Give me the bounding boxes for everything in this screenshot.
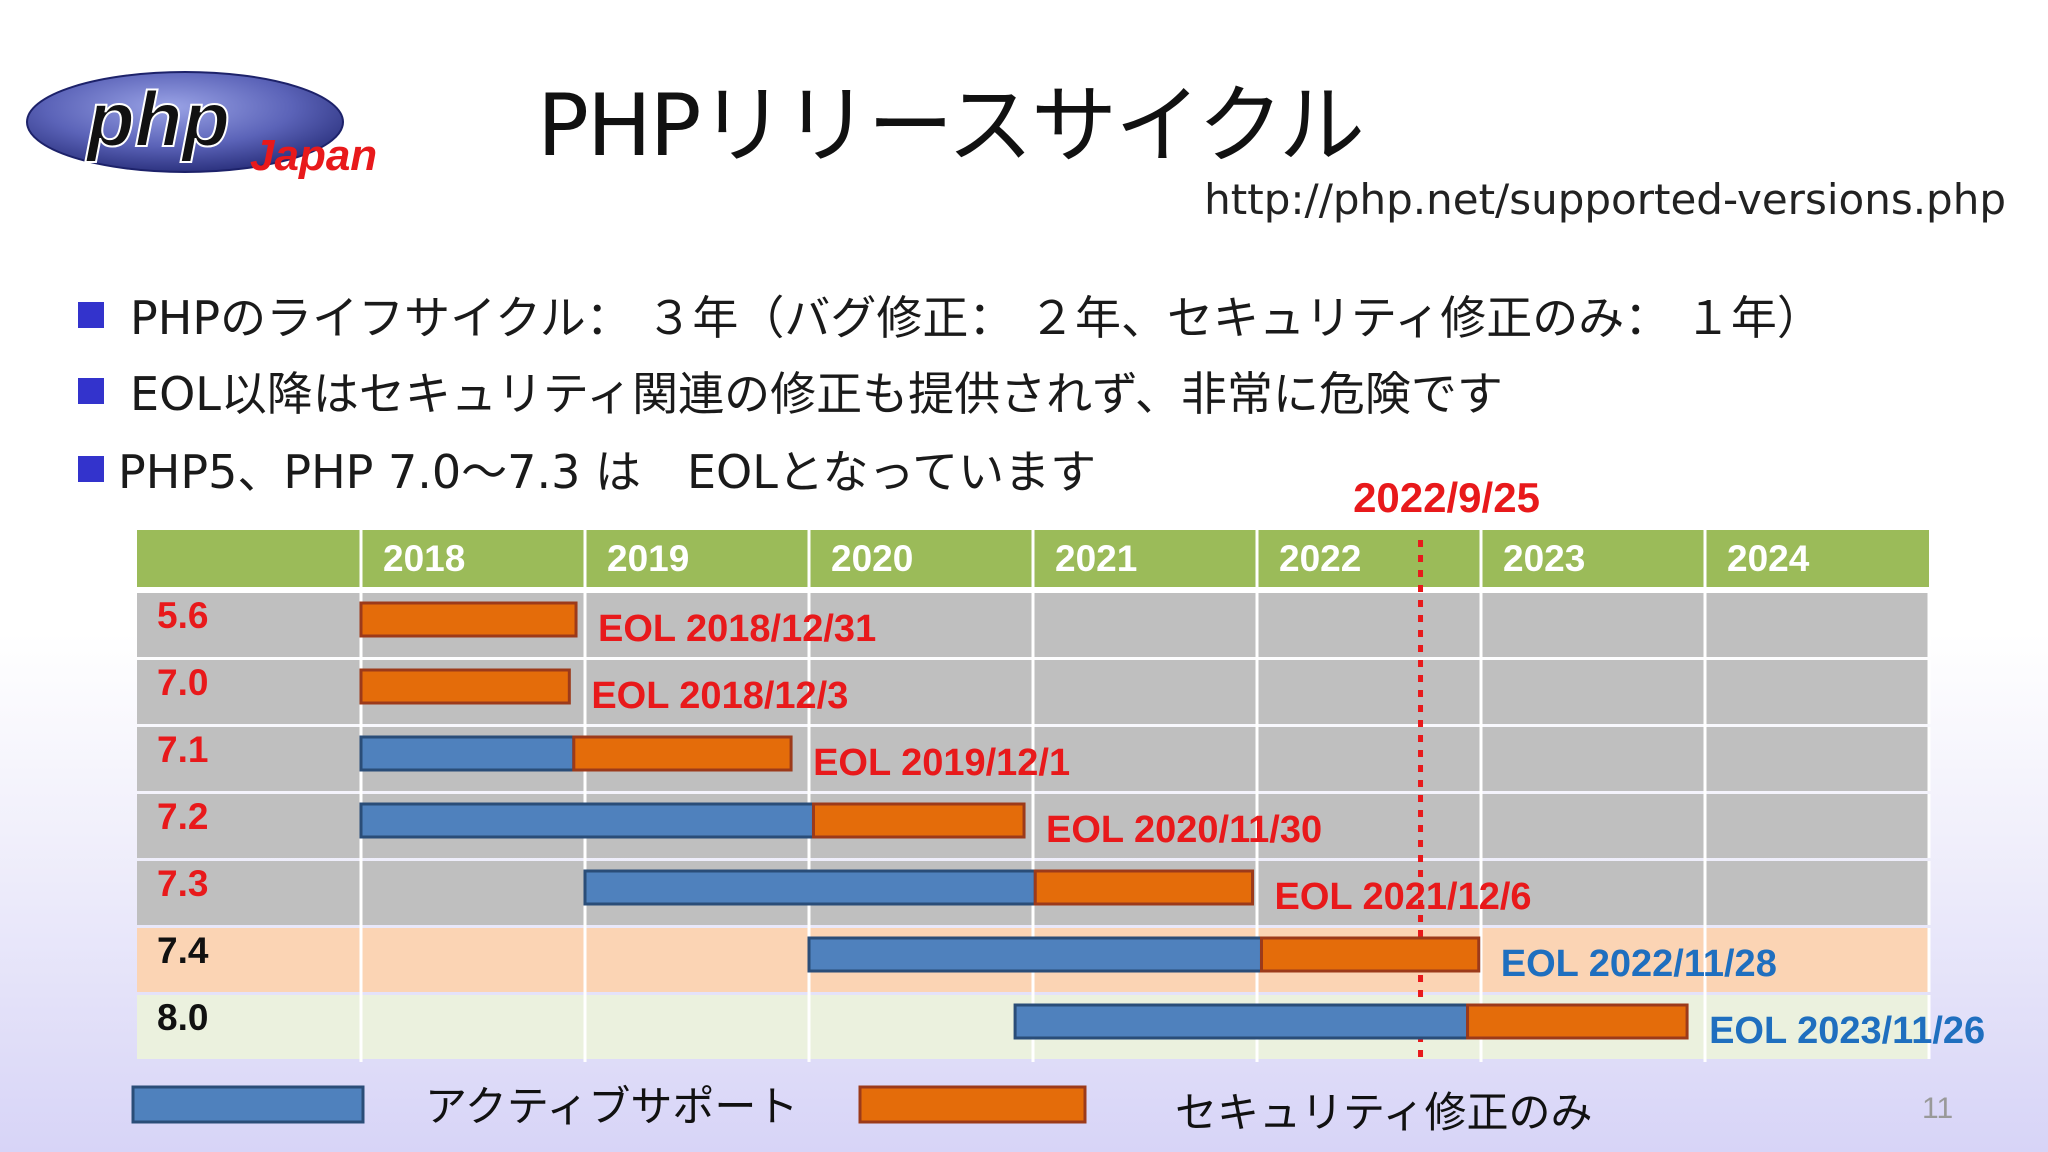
bullet-square-icon <box>78 456 104 482</box>
bullet-lifecycle: PHPのライフサイクル： ３年（バグ修正： ２年、セキュリティ修正のみ： １年） <box>78 282 1823 348</box>
today-marker-label: 2022/9/25 <box>1353 474 1540 521</box>
version-label: 8.0 <box>157 997 208 1038</box>
year-label: 2021 <box>1055 538 1137 579</box>
eol-date-label: EOL 2023/11/26 <box>1709 1010 1985 1052</box>
year-label: 2023 <box>1503 538 1585 579</box>
bullet-eol-warning: EOL以降はセキュリティ関連の修正も提供されず、非常に危険です <box>78 358 1503 424</box>
security-fix-bar <box>572 735 793 772</box>
year-label: 2020 <box>831 538 913 579</box>
year-label: 2024 <box>1727 538 1810 579</box>
bullet-text: PHP5、PHP 7.0～7.3 は EOLとなっています <box>118 445 1097 499</box>
bullet-text: EOL以降はセキュリティ関連の修正も提供されず、非常に危険です <box>130 367 1503 421</box>
security-fix-bar <box>359 668 571 705</box>
source-url: http://php.net/supported-versions.php <box>1204 175 2006 224</box>
eol-date-label: EOL 2020/11/30 <box>1046 809 1322 851</box>
page-title: PHPリリースサイクル <box>537 76 1365 176</box>
bullet-square-icon <box>78 378 104 404</box>
bullet-text: PHPのライフサイクル： ３年（バグ修正： ２年、セキュリティ修正のみ： １年） <box>130 291 1823 345</box>
security-fix-bar <box>1033 869 1255 906</box>
bullet-square-icon <box>78 302 104 328</box>
active-support-bar <box>807 936 1263 973</box>
active-support-bar <box>359 735 576 772</box>
version-label: 7.4 <box>157 930 209 971</box>
php-japan-logo: php Japan <box>26 71 377 180</box>
legend-active-swatch <box>131 1085 365 1124</box>
security-fix-bar <box>1259 936 1481 973</box>
eol-date-label: EOL 2018/12/31 <box>598 608 876 650</box>
eol-date-label: EOL 2021/12/6 <box>1275 876 1532 918</box>
year-label: 2019 <box>607 538 689 579</box>
page-number: 11 <box>1922 1092 1953 1125</box>
bullet-eol-versions: PHP5、PHP 7.0～7.3 は EOLとなっています <box>78 436 1096 502</box>
active-support-bar <box>359 802 815 839</box>
version-label: 7.1 <box>157 729 208 770</box>
version-label: 7.3 <box>157 863 208 904</box>
version-label: 5.6 <box>157 595 208 636</box>
version-label: 7.0 <box>157 662 208 703</box>
svg-text:php: php <box>85 75 230 163</box>
legend-active-label: アクティブサポート <box>425 1083 798 1130</box>
security-fix-bar <box>359 601 578 638</box>
version-label: 7.2 <box>157 796 208 837</box>
eol-date-label: EOL 2022/11/28 <box>1501 943 1777 985</box>
year-label: 2018 <box>383 538 465 579</box>
security-fix-bar <box>811 802 1026 839</box>
active-support-bar <box>1013 1003 1470 1040</box>
eol-date-label: EOL 2019/12/1 <box>813 742 1070 784</box>
security-fix-bar <box>1466 1003 1689 1040</box>
legend-security-swatch <box>858 1085 1087 1124</box>
legend-security-label: セキュリティ修正のみ <box>1175 1089 1592 1136</box>
year-label: 2022 <box>1279 538 1361 579</box>
eol-date-label: EOL 2018/12/3 <box>591 675 848 717</box>
active-support-bar <box>583 869 1037 906</box>
svg-text:Japan: Japan <box>250 131 377 180</box>
